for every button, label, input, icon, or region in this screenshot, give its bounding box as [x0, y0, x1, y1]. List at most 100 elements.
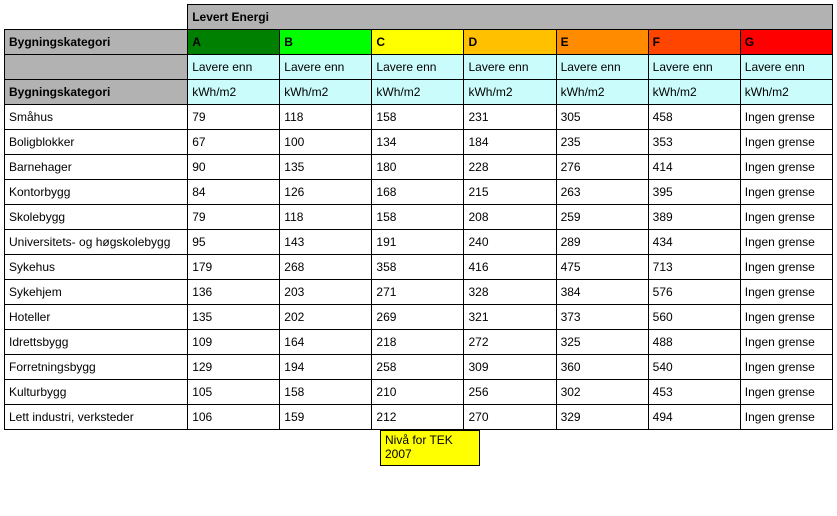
- value-cell: 203: [280, 280, 372, 305]
- table-row: Skolebygg79118158208259389Ingen grense: [5, 205, 833, 230]
- value-cell: 143: [280, 230, 372, 255]
- sub1: Lavere enn: [556, 55, 648, 80]
- value-cell: 135: [280, 155, 372, 180]
- value-cell: 90: [188, 155, 280, 180]
- value-cell: 106: [188, 405, 280, 430]
- grade-header-c: C: [372, 30, 464, 55]
- row-name: Sykehus: [5, 255, 188, 280]
- value-cell: 109: [188, 330, 280, 355]
- value-cell: 384: [556, 280, 648, 305]
- value-cell: 158: [372, 105, 464, 130]
- sub1: Lavere enn: [740, 55, 832, 80]
- value-cell: Ingen grense: [740, 305, 832, 330]
- value-cell: 289: [556, 230, 648, 255]
- value-cell: 560: [648, 305, 740, 330]
- value-cell: 180: [372, 155, 464, 180]
- value-cell: 135: [188, 305, 280, 330]
- value-cell: 100: [280, 130, 372, 155]
- row-name: Hoteller: [5, 305, 188, 330]
- value-cell: 79: [188, 205, 280, 230]
- value-cell: 118: [280, 205, 372, 230]
- row-name: Universitets- og høgskolebygg: [5, 230, 188, 255]
- value-cell: 373: [556, 305, 648, 330]
- row-name: Lett industri, verksteder: [5, 405, 188, 430]
- table-row: Lett industri, verksteder106159212270329…: [5, 405, 833, 430]
- table-row: Idrettsbygg109164218272325488Ingen grens…: [5, 330, 833, 355]
- value-cell: 159: [280, 405, 372, 430]
- value-cell: Ingen grense: [740, 180, 832, 205]
- spacer-grey: [5, 55, 188, 80]
- sub1: Lavere enn: [372, 55, 464, 80]
- value-cell: 576: [648, 280, 740, 305]
- value-cell: Ingen grense: [740, 205, 832, 230]
- grade-header-e: E: [556, 30, 648, 55]
- value-cell: 129: [188, 355, 280, 380]
- value-cell: 215: [464, 180, 556, 205]
- value-cell: 488: [648, 330, 740, 355]
- unit: kWh/m2: [740, 80, 832, 105]
- value-cell: 67: [188, 130, 280, 155]
- value-cell: 212: [372, 405, 464, 430]
- value-cell: 309: [464, 355, 556, 380]
- value-cell: 136: [188, 280, 280, 305]
- sub1: Lavere enn: [648, 55, 740, 80]
- value-cell: 328: [464, 280, 556, 305]
- value-cell: 321: [464, 305, 556, 330]
- value-cell: 434: [648, 230, 740, 255]
- value-cell: 269: [372, 305, 464, 330]
- value-cell: 259: [556, 205, 648, 230]
- value-cell: 305: [556, 105, 648, 130]
- table-row: Hoteller135202269321373560Ingen grense: [5, 305, 833, 330]
- value-cell: 353: [648, 130, 740, 155]
- table-row: Barnehager90135180228276414Ingen grense: [5, 155, 833, 180]
- value-cell: 272: [464, 330, 556, 355]
- row-name: Småhus: [5, 105, 188, 130]
- value-cell: 276: [556, 155, 648, 180]
- row-name: Forretningsbygg: [5, 355, 188, 380]
- value-cell: 184: [464, 130, 556, 155]
- value-cell: 713: [648, 255, 740, 280]
- value-cell: 164: [280, 330, 372, 355]
- unit: kWh/m2: [188, 80, 280, 105]
- value-cell: 414: [648, 155, 740, 180]
- value-cell: 105: [188, 380, 280, 405]
- value-cell: 202: [280, 305, 372, 330]
- value-cell: 263: [556, 180, 648, 205]
- value-cell: 540: [648, 355, 740, 380]
- value-cell: 325: [556, 330, 648, 355]
- value-cell: 270: [464, 405, 556, 430]
- unit: kWh/m2: [372, 80, 464, 105]
- value-cell: Ingen grense: [740, 380, 832, 405]
- value-cell: 458: [648, 105, 740, 130]
- row-title: Levert Energi: [5, 5, 833, 30]
- value-cell: 475: [556, 255, 648, 280]
- value-cell: 134: [372, 130, 464, 155]
- row-name: Idrettsbygg: [5, 330, 188, 355]
- row-grades: BygningskategoriABCDEFG: [5, 30, 833, 55]
- value-cell: 231: [464, 105, 556, 130]
- value-cell: 235: [556, 130, 648, 155]
- row-sub1: Lavere ennLavere ennLavere ennLavere enn…: [5, 55, 833, 80]
- category-header-2: Bygningskategori: [5, 80, 188, 105]
- value-cell: 84: [188, 180, 280, 205]
- category-header: Bygningskategori: [5, 30, 188, 55]
- table-row: Sykehjem136203271328384576Ingen grense: [5, 280, 833, 305]
- value-cell: 389: [648, 205, 740, 230]
- footnote-tek2007: Nivå for TEK 2007: [380, 430, 480, 466]
- value-cell: Ingen grense: [740, 130, 832, 155]
- value-cell: 240: [464, 230, 556, 255]
- value-cell: Ingen grense: [740, 255, 832, 280]
- value-cell: 168: [372, 180, 464, 205]
- row-name: Boligblokker: [5, 130, 188, 155]
- unit: kWh/m2: [280, 80, 372, 105]
- sub1: Lavere enn: [188, 55, 280, 80]
- table-row: Kulturbygg105158210256302453Ingen grense: [5, 380, 833, 405]
- value-cell: Ingen grense: [740, 355, 832, 380]
- value-cell: 453: [648, 380, 740, 405]
- value-cell: 126: [280, 180, 372, 205]
- value-cell: Ingen grense: [740, 230, 832, 255]
- grade-header-f: F: [648, 30, 740, 55]
- row-name: Kontorbygg: [5, 180, 188, 205]
- row-sub2: BygningskategorikWh/m2kWh/m2kWh/m2kWh/m2…: [5, 80, 833, 105]
- value-cell: 268: [280, 255, 372, 280]
